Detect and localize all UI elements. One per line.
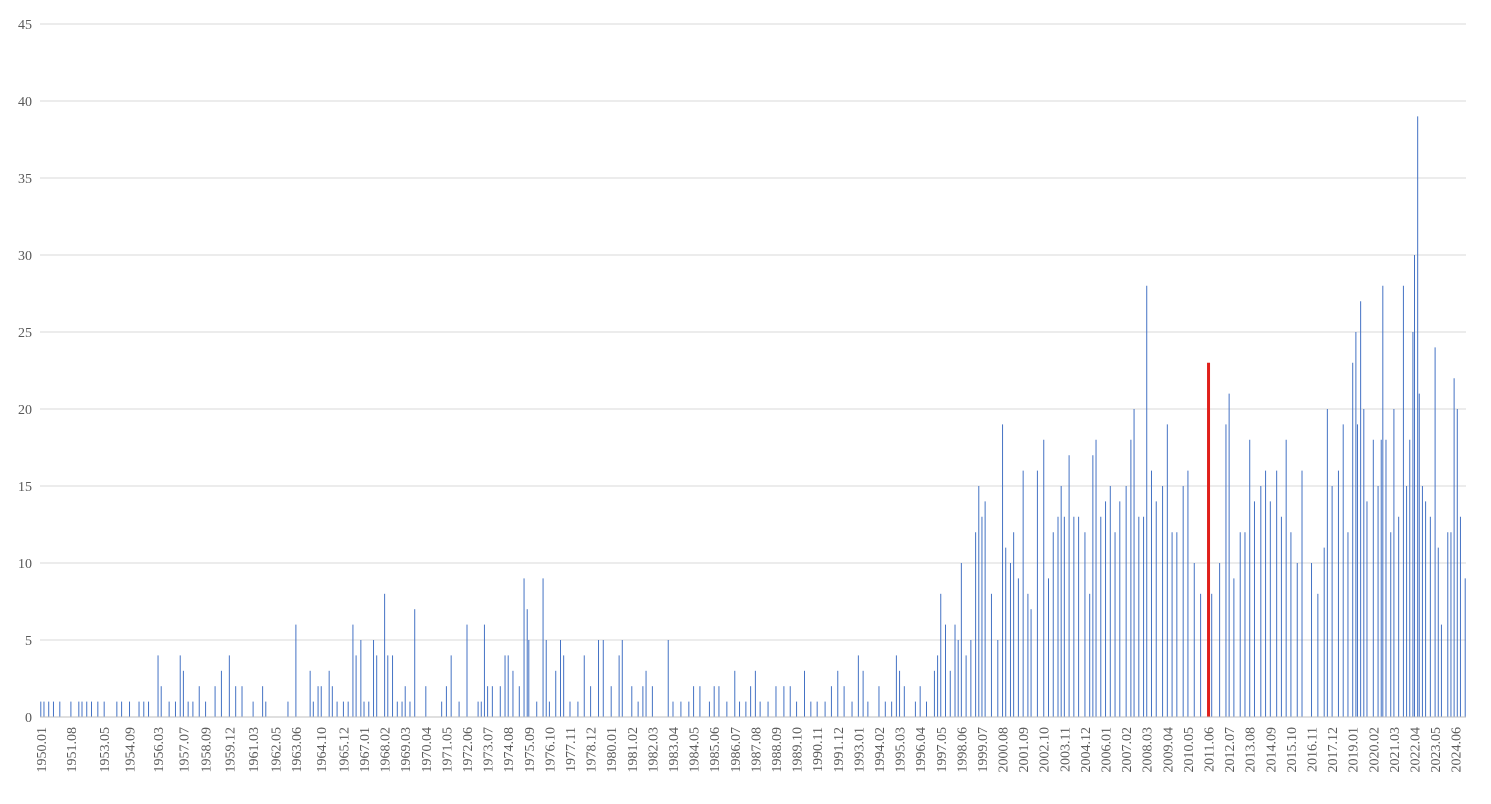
x-tick-label: 2006.01 — [1100, 727, 1115, 773]
x-tick-label: 1969.03 — [399, 727, 414, 773]
x-tick-label: 1999.07 — [976, 727, 991, 773]
x-tick-label: 1981.02 — [626, 727, 641, 773]
x-tick-label: 2011.06 — [1203, 727, 1218, 772]
y-tick-label: 40 — [18, 95, 32, 110]
x-tick-label: 1957.07 — [177, 727, 192, 773]
x-tick-label: 2016.11 — [1306, 727, 1321, 772]
x-tick-label: 1976.10 — [543, 727, 558, 773]
y-tick-label: 30 — [18, 249, 32, 264]
x-tick-label: 1956.03 — [152, 727, 167, 773]
x-tick-label: 1977.11 — [564, 727, 579, 772]
x-tick-label: 1958.09 — [200, 727, 215, 773]
x-tick-label: 1996.04 — [914, 727, 929, 773]
x-tick-label: 1959.12 — [223, 727, 238, 773]
x-tick-label: 2024.06 — [1450, 727, 1465, 773]
x-tick-label: 2021.03 — [1388, 727, 1403, 773]
x-tick-label: 1984.05 — [688, 727, 703, 773]
x-tick-label: 1964.10 — [315, 727, 330, 773]
y-tick-label: 35 — [18, 172, 32, 187]
y-axis-ticks: 0 5 10 15 20 25 30 35 40 45 — [18, 18, 32, 726]
x-tick-label: 1983.04 — [667, 727, 682, 773]
x-tick-label: 2002.10 — [1038, 727, 1053, 773]
x-tick-label: 1995.03 — [894, 727, 909, 773]
gridlines — [40, 23, 1466, 641]
x-tick-label: 1998.06 — [955, 727, 970, 773]
bars — [40, 116, 1466, 717]
x-tick-label: 2017.12 — [1326, 727, 1341, 773]
x-tick-label: 1963.06 — [290, 727, 305, 773]
x-tick-label: 1986.07 — [729, 727, 744, 773]
x-tick-label: 1988.09 — [770, 727, 785, 773]
x-tick-label: 1967.01 — [358, 727, 373, 773]
x-tick-label: 2019.01 — [1347, 727, 1362, 773]
x-tick-label: 2014.09 — [1264, 727, 1279, 773]
x-tick-label: 2004.12 — [1079, 727, 1094, 773]
x-tick-label: 2023.05 — [1429, 727, 1444, 773]
y-tick-label: 0 — [25, 711, 32, 726]
x-tick-label: 2022.04 — [1409, 727, 1424, 773]
x-tick-label: 1973.07 — [482, 727, 497, 773]
x-tick-label: 1978.12 — [585, 727, 600, 773]
x-tick-label: 1950.01 — [35, 727, 50, 773]
x-tick-label: 1965.12 — [337, 727, 352, 773]
x-tick-label: 2020.02 — [1367, 727, 1382, 773]
x-tick-label: 2009.04 — [1161, 727, 1176, 773]
x-tick-label: 1972.06 — [461, 727, 476, 773]
x-tick-label: 1993.01 — [852, 727, 867, 773]
x-tick-label: 2013.08 — [1244, 727, 1259, 773]
x-tick-label: 1968.02 — [379, 727, 394, 773]
x-tick-label: 2012.07 — [1223, 727, 1238, 773]
y-tick-label: 10 — [18, 557, 32, 572]
x-tick-label: 1974.08 — [502, 727, 517, 773]
x-tick-label: 1997.05 — [935, 727, 950, 773]
x-tick-label: 1970.04 — [420, 727, 435, 773]
x-tick-label: 2003.11 — [1058, 727, 1073, 772]
x-tick-label: 1994.02 — [873, 727, 888, 773]
x-tick-label: 1989.10 — [791, 727, 806, 773]
x-tick-label: 2015.10 — [1285, 727, 1300, 773]
x-tick-label: 1985.06 — [708, 727, 723, 773]
y-tick-label: 45 — [18, 18, 32, 33]
x-axis-ticks: 1950.01 1951.08 1953.05 1954.09 1956.03 1957.… — [35, 727, 1465, 773]
y-tick-label: 25 — [18, 326, 32, 341]
x-tick-label: 1953.05 — [98, 727, 113, 773]
x-tick-label: 2008.03 — [1141, 727, 1156, 773]
x-tick-label: 2010.05 — [1182, 727, 1197, 773]
x-tick-label: 2007.02 — [1120, 727, 1135, 773]
x-tick-label: 1975.09 — [523, 727, 538, 773]
x-tick-label: 1987.08 — [749, 727, 764, 773]
x-tick-label: 1951.08 — [65, 727, 80, 773]
x-tick-label: 1991.12 — [832, 727, 847, 773]
x-tick-label: 2000.08 — [997, 727, 1012, 773]
x-tick-label: 2001.09 — [1017, 727, 1032, 773]
x-tick-label: 1971.05 — [440, 727, 455, 773]
y-tick-label: 15 — [18, 480, 32, 495]
y-tick-label: 20 — [18, 403, 32, 418]
x-tick-label: 1961.03 — [247, 727, 262, 773]
x-tick-label: 1980.01 — [605, 727, 620, 773]
x-tick-label: 1962.05 — [269, 727, 284, 773]
x-tick-label: 1990.11 — [811, 727, 826, 772]
x-tick-label: 1954.09 — [124, 727, 139, 773]
y-tick-label: 5 — [25, 634, 32, 649]
x-tick-label: 1982.03 — [646, 727, 661, 773]
